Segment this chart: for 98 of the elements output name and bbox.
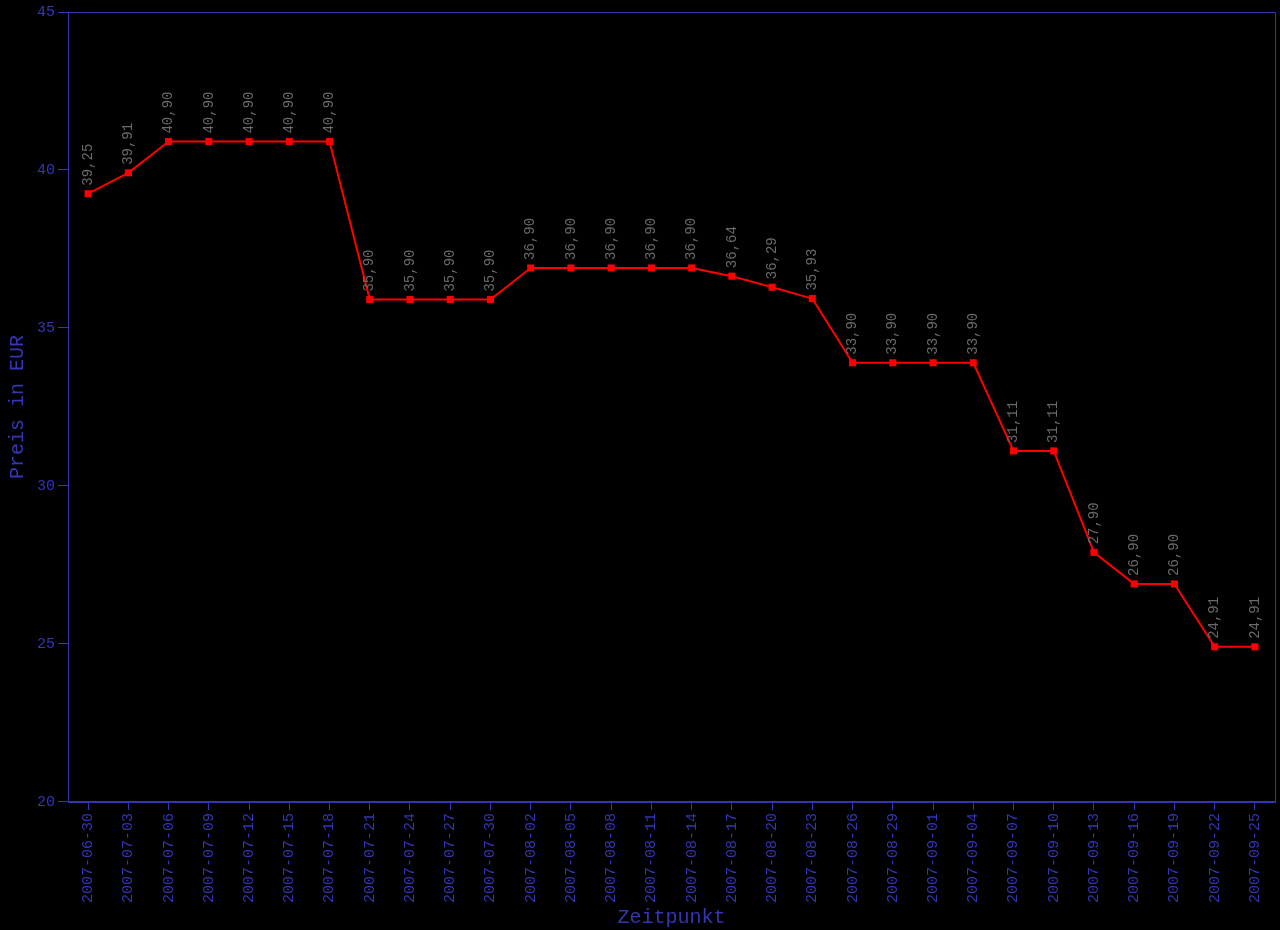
x-tick-label: 2007-08-02 <box>522 812 540 903</box>
data-label: 36,90 <box>683 217 700 260</box>
x-tick-label: 2007-07-21 <box>361 812 379 903</box>
point <box>406 296 414 304</box>
x-tick-label: 2007-08-11 <box>643 812 661 903</box>
data-label: 40,90 <box>200 91 217 134</box>
x-tick-label: 2007-07-03 <box>120 812 138 903</box>
data-label: 35,90 <box>361 249 378 292</box>
point <box>567 264 575 272</box>
point <box>527 264 535 272</box>
x-tick-label: 2007-09-16 <box>1126 812 1144 903</box>
x-tick-label: 2007-07-12 <box>241 812 259 903</box>
x-tick-label: 2007-07-30 <box>482 812 500 903</box>
x-tick-label: 2007-08-29 <box>884 812 902 903</box>
x-tick-label: 2007-08-26 <box>844 812 862 903</box>
data-label: 35,90 <box>401 249 418 292</box>
data-label: 33,90 <box>924 312 941 355</box>
data-label: 36,64 <box>723 226 740 269</box>
data-label: 31,11 <box>1045 400 1062 443</box>
data-label: 26,90 <box>1166 533 1183 576</box>
x-tick-label: 2007-09-25 <box>1246 812 1264 903</box>
data-label: 33,90 <box>884 312 901 355</box>
data-label: 39,91 <box>120 122 137 165</box>
y-tick-label: 45 <box>36 3 55 21</box>
x-tick-label: 2007-07-18 <box>321 812 339 903</box>
point <box>1211 643 1219 651</box>
data-label: 24,91 <box>1206 596 1223 639</box>
data-label: 33,90 <box>844 312 861 355</box>
point <box>768 283 776 291</box>
data-label: 40,90 <box>160 91 177 134</box>
point <box>1130 580 1138 588</box>
point <box>165 138 173 146</box>
y-tick-label: 20 <box>36 793 55 811</box>
point <box>285 138 293 146</box>
y-tick-label: 25 <box>36 635 55 653</box>
point <box>486 296 494 304</box>
x-tick-label: 2007-07-27 <box>442 812 460 903</box>
point <box>728 272 736 280</box>
data-label: 33,90 <box>964 312 981 355</box>
x-tick-label: 2007-09-01 <box>924 812 942 903</box>
x-axis-title: Zeitpunkt <box>617 906 726 930</box>
data-label: 40,90 <box>321 91 338 134</box>
data-label: 40,90 <box>280 91 297 134</box>
point <box>1251 643 1259 651</box>
point <box>205 138 213 146</box>
point <box>849 359 857 367</box>
x-tick-label: 2007-07-15 <box>281 812 299 903</box>
data-label: 36,90 <box>643 217 660 260</box>
x-tick-label: 2007-08-20 <box>764 812 782 903</box>
x-tick-label: 2007-09-04 <box>965 812 983 903</box>
x-tick-label: 2007-09-13 <box>1085 812 1103 903</box>
x-tick-label: 2007-07-24 <box>401 812 419 903</box>
x-tick-label: 2007-09-22 <box>1206 812 1224 903</box>
point <box>647 264 655 272</box>
point <box>124 169 132 177</box>
x-tick-label: 2007-08-23 <box>804 812 822 903</box>
y-tick-label: 35 <box>36 319 55 337</box>
data-label: 40,90 <box>240 91 257 134</box>
data-label: 36,90 <box>562 217 579 260</box>
point <box>1050 447 1058 455</box>
x-tick-label: 2007-07-09 <box>200 812 218 903</box>
point <box>969 359 977 367</box>
x-tick-label: 2007-09-19 <box>1166 812 1184 903</box>
data-label: 35,93 <box>804 248 821 291</box>
point <box>245 138 253 146</box>
x-tick-label: 2007-07-06 <box>160 812 178 903</box>
point <box>1090 548 1098 556</box>
x-tick-label: 2007-08-17 <box>723 812 741 903</box>
y-axis-title: Preis in EUR <box>6 334 30 480</box>
x-tick-label: 2007-06-30 <box>80 812 98 903</box>
x-tick-label: 2007-08-05 <box>562 812 580 903</box>
y-tick-label: 30 <box>36 477 55 495</box>
data-label: 36,90 <box>602 217 619 260</box>
point <box>1009 447 1018 455</box>
data-label: 31,11 <box>1005 400 1022 443</box>
data-label: 27,90 <box>1085 502 1102 545</box>
data-label: 35,90 <box>482 249 499 292</box>
x-tick-label: 2007-08-08 <box>603 812 621 903</box>
x-tick-label: 2007-09-07 <box>1005 812 1023 903</box>
data-label: 24,91 <box>1246 596 1263 639</box>
data-label: 36,29 <box>763 237 780 280</box>
point <box>366 296 374 304</box>
point <box>929 359 937 367</box>
point <box>808 295 816 303</box>
point <box>325 138 334 146</box>
point <box>1170 580 1178 588</box>
data-label: 36,90 <box>522 217 539 260</box>
data-label: 35,90 <box>441 249 458 292</box>
x-tick-label: 2007-09-10 <box>1045 812 1063 903</box>
data-label: 26,90 <box>1125 533 1142 576</box>
point <box>84 190 92 198</box>
point <box>607 264 615 272</box>
point <box>889 359 897 367</box>
point <box>446 296 454 304</box>
x-tick-label: 2007-08-14 <box>683 812 701 903</box>
data-label: 39,25 <box>79 143 96 186</box>
point <box>688 264 696 272</box>
y-tick-label: 40 <box>36 161 55 179</box>
